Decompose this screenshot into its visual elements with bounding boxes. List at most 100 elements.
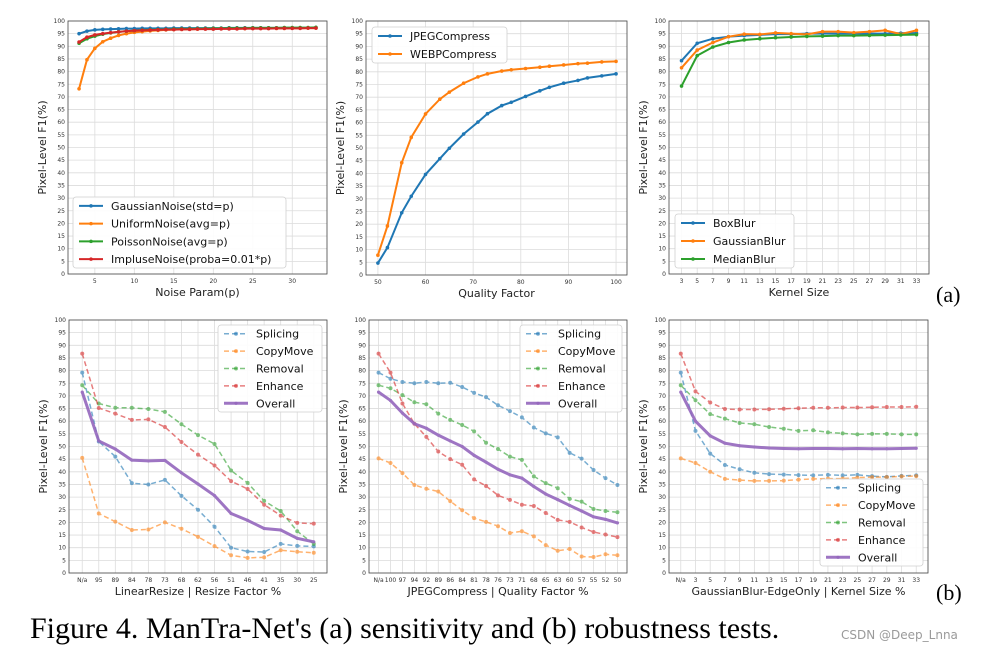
data-point [484,440,489,445]
data-point [811,428,816,433]
data-point [695,53,699,58]
y-tick-label: 5 [662,557,666,564]
x-tick-label: 100 [610,279,622,286]
data-point [399,210,404,215]
data-point [80,370,85,375]
legend-marker [234,401,238,405]
series-removal [376,383,620,515]
data-point [678,351,683,356]
data-point [825,405,830,410]
y-axis-label: Pixel-Level F1(%) [334,101,347,195]
series-overall [80,390,316,544]
legend-marker [536,401,540,405]
legend-label: Splicing [256,328,299,341]
y-tick-label: 20 [57,220,65,227]
y-tick-label: 95 [355,31,363,38]
data-point [591,506,596,511]
x-tick-label: 89 [111,577,119,584]
data-point [576,61,580,66]
y-tick-label: 25 [358,507,366,514]
data-point [496,447,500,452]
plot-frame [668,20,930,275]
data-point [789,35,793,39]
data-point [789,31,793,36]
data-point [314,26,318,30]
legend-marker [89,239,93,244]
series-removal [678,383,919,437]
x-tick-label: 25 [850,278,858,285]
data-point [579,499,584,504]
y-tick-label: 55 [58,431,66,438]
x-tick-label: 7 [723,577,727,584]
y-tick-label: 50 [355,145,363,152]
data-point [116,27,121,31]
data-point [472,477,477,482]
data-point [376,261,380,265]
data-point [212,463,217,468]
data-point [77,40,81,44]
legend-marker [691,239,695,243]
data-point [711,45,715,49]
data-point [767,407,772,412]
y-tick-label: 15 [58,532,66,539]
data-point [163,458,167,463]
data-point [543,481,548,486]
legend-label: ImpluseNoise(proba=0.01*p) [111,253,271,266]
y-tick-label: 95 [58,330,66,337]
data-point [870,447,874,451]
x-tick-label: 81 [470,577,478,584]
data-point [737,478,742,483]
x-tick-label: 100 [385,577,397,584]
x-axis-label: Kernel Size [769,286,830,299]
data-point [423,112,428,116]
data-point [544,492,548,496]
data-point [448,457,453,462]
x-tick-label: 60 [566,577,574,584]
data-point [520,476,524,480]
legend-label: Overall [558,397,597,410]
data-point [679,58,684,63]
data-point [290,26,295,31]
legend-marker [836,503,840,508]
data-point [752,445,756,449]
y-tick-label: 90 [658,43,666,50]
data-point [409,194,414,199]
series-line [680,29,917,69]
y-tick-label: 70 [358,393,366,400]
x-tick-label: 76 [494,577,502,584]
data-point [162,520,167,525]
y-tick-label: 20 [658,519,666,526]
legend-label: Enhance [558,380,606,393]
data-point [883,28,887,33]
data-point [156,28,160,32]
legend-label: MedianBlur [713,253,776,266]
data-point [543,511,548,516]
data-point [146,407,151,412]
data-point [914,446,918,450]
data-point [693,398,698,403]
data-point [262,550,267,555]
y-tick-label: 85 [58,355,66,362]
data-point [708,469,713,474]
data-point [93,33,97,37]
data-point [262,502,267,507]
legend-box [519,324,623,413]
x-tick-label: 30 [288,278,296,285]
plot-frame [68,319,328,574]
data-point [124,26,129,31]
data-point [108,30,113,35]
x-tick-label: 63 [554,577,562,584]
legend-label: CopyMove [256,345,314,358]
data-point [227,27,231,31]
y-tick-label: 35 [658,182,666,189]
legend-marker [536,349,540,354]
y-tick-label: 15 [57,233,65,240]
data-point [436,449,441,454]
y-tick-label: 0 [62,570,66,577]
data-point [496,524,500,529]
data-point [742,32,746,36]
data-point [567,450,572,455]
data-point [295,529,300,534]
data-point [567,546,572,551]
